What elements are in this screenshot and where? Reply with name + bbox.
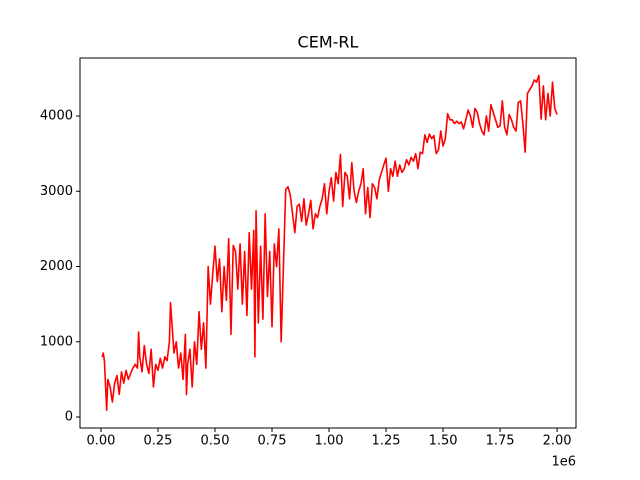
x-tick-label: 0.50 — [201, 434, 230, 449]
x-tick-label: 1.25 — [372, 434, 401, 449]
x-tick-label: 1.75 — [486, 434, 515, 449]
y-tick-label: 0 — [65, 410, 73, 425]
x-tick-label: 0.75 — [258, 434, 287, 449]
axes-frame — [79, 57, 577, 429]
y-tick-label: 3000 — [40, 184, 73, 199]
x-tick-label: 0.00 — [87, 434, 116, 449]
chart-title: CEM-RL — [298, 33, 359, 52]
y-tick-label: 4000 — [40, 109, 73, 124]
x-tick-label: 0.25 — [144, 434, 173, 449]
data-line — [101, 74, 558, 412]
y-tick-label: 2000 — [40, 259, 73, 274]
x-tick-label: 2.00 — [543, 434, 572, 449]
x-offset-label: 1e6 — [551, 455, 576, 470]
x-tick-label: 1.00 — [315, 434, 344, 449]
x-tick-label: 1.50 — [429, 434, 458, 449]
y-tick-label: 1000 — [40, 334, 73, 349]
